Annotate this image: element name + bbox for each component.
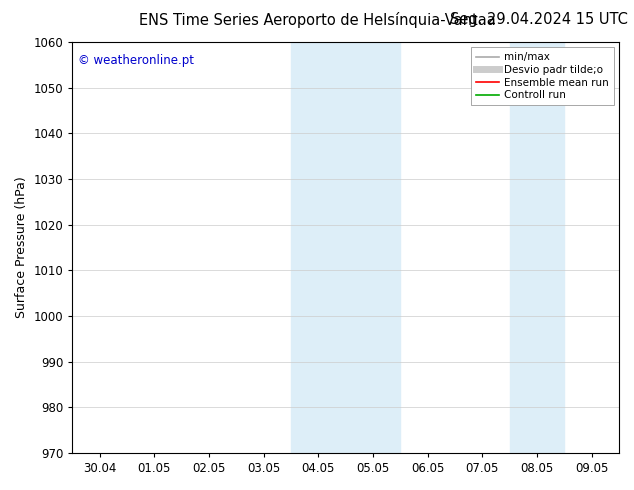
Y-axis label: Surface Pressure (hPa): Surface Pressure (hPa) — [15, 176, 28, 318]
Bar — [291, 42, 400, 453]
Legend: min/max, Desvio padr tilde;o, Ensemble mean run, Controll run: min/max, Desvio padr tilde;o, Ensemble m… — [470, 47, 614, 105]
Bar — [510, 42, 564, 453]
Text: ENS Time Series Aeroporto de Helsínquia-Vantaa: ENS Time Series Aeroporto de Helsínquia-… — [139, 12, 495, 28]
Text: © weatheronline.pt: © weatheronline.pt — [78, 54, 194, 68]
Text: Seg. 29.04.2024 15 UTC: Seg. 29.04.2024 15 UTC — [450, 12, 628, 27]
